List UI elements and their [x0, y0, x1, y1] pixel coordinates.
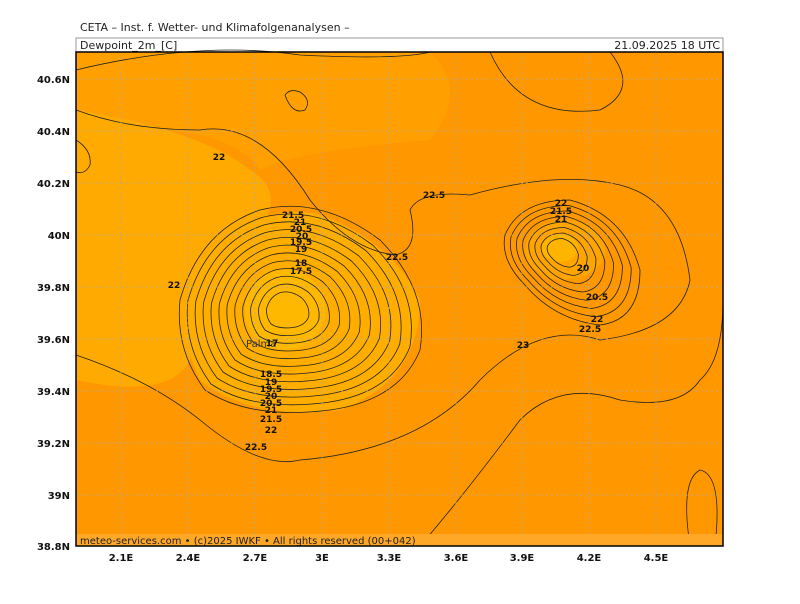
contour-line	[203, 230, 391, 390]
lat-label: 39.4N	[37, 387, 70, 398]
contour-label: 20.5	[586, 293, 608, 303]
contour-label: 17	[266, 339, 279, 349]
contour-line	[541, 233, 587, 276]
contour-label: 21	[294, 218, 307, 228]
contours	[75, 49, 724, 547]
grid	[76, 52, 723, 534]
contour-label: 22.5	[245, 443, 267, 453]
contour-labels: 2222.52221.52120.52019.5191817.522.52221…	[168, 153, 608, 453]
lat-label: 38.8N	[37, 542, 70, 553]
lat-label: 40.2N	[37, 179, 70, 190]
contour-line	[284, 90, 308, 112]
lat-label: 39.8N	[37, 283, 70, 294]
contour-line	[75, 109, 691, 463]
contour-label: 21.5	[260, 415, 282, 425]
contour-line	[510, 206, 631, 317]
contour-line	[75, 49, 431, 71]
contour-line	[547, 239, 578, 268]
contour-line	[235, 261, 350, 359]
valid-time: 21.09.2025 18 UTC	[614, 39, 720, 52]
lat-label: 40N	[48, 231, 70, 242]
contour-line	[219, 245, 370, 374]
contour-line	[529, 222, 605, 292]
contour-line	[227, 253, 360, 366]
contour-line	[251, 276, 330, 343]
contour-label: 20.5	[290, 225, 312, 235]
contour-label: 21	[265, 406, 278, 416]
lat-label: 39.6N	[37, 335, 70, 346]
lon-label: 2.7E	[243, 553, 268, 564]
contour-line	[535, 228, 596, 284]
lon-label: 2.4E	[176, 553, 201, 564]
contour-label: 17.5	[290, 267, 312, 277]
header-title: CETA – Inst. f. Wetter- und Klimafolgena…	[80, 21, 350, 34]
contour-label: 23	[517, 341, 530, 351]
contour-label: 22.5	[579, 325, 601, 335]
contour-label: 18.5	[260, 370, 282, 380]
contour-label: 22	[555, 199, 568, 209]
contour-label: 18	[295, 259, 308, 269]
contour-label: 19.5	[260, 385, 282, 395]
lon-label: 4.5E	[644, 553, 669, 564]
contour-line	[75, 139, 91, 174]
contour-line	[267, 292, 309, 328]
contour-label: 20.5	[260, 399, 282, 409]
lat-label: 40.6N	[37, 75, 70, 86]
contour-line	[516, 211, 622, 309]
contour-line	[195, 222, 401, 397]
lon-label: 4.2E	[577, 553, 602, 564]
lat-label: 39N	[48, 491, 70, 502]
contour-line	[243, 269, 340, 352]
field-zone	[76, 52, 450, 170]
map-area: meteo-services.com • (c)2025 IWKF • All …	[75, 49, 724, 547]
lon-label: 3.9E	[510, 553, 535, 564]
contour-label: 21.5	[282, 211, 304, 221]
contour-line	[211, 237, 381, 381]
field-zone	[245, 270, 325, 350]
contour-label: 22	[265, 426, 278, 436]
lat-label: 39.2N	[37, 439, 70, 450]
footer: meteo-services.com • (c)2025 IWKF • All …	[80, 536, 416, 547]
contour-label: 20	[296, 232, 309, 242]
contour-label: 20	[265, 392, 278, 402]
contour-line	[504, 200, 640, 325]
contour-label: 22.5	[386, 253, 408, 263]
contour-label: 19.5	[290, 238, 312, 248]
lon-label: 3.6E	[444, 553, 469, 564]
contour-label: 20	[577, 264, 590, 274]
contour-label: 22	[213, 153, 226, 163]
lon-label: 3E	[315, 553, 329, 564]
contour-line	[686, 469, 718, 547]
contour-label: 19	[265, 378, 278, 388]
contour-label: 21	[555, 215, 568, 225]
contour-label: 21.5	[550, 207, 572, 217]
contour-label: 22	[591, 315, 604, 325]
contour-line	[489, 51, 624, 112]
field-zone	[76, 110, 271, 387]
lon-label: 2.1E	[109, 553, 134, 564]
contour-line	[187, 214, 411, 405]
contour-label: 19	[295, 245, 308, 255]
place-label: Palma	[246, 339, 276, 350]
contour-label: 22	[168, 281, 181, 291]
lat-label: 40.4N	[37, 127, 70, 138]
contour-line	[419, 299, 724, 547]
footer-bar	[76, 534, 723, 546]
field-name: Dewpoint_2m_[C]	[80, 39, 177, 52]
contour-line	[259, 284, 320, 336]
contour-line	[179, 206, 421, 412]
contour-line	[523, 217, 614, 301]
contour-label: 22.5	[423, 191, 445, 201]
map-frame	[75, 51, 724, 547]
lon-label: 3.3E	[377, 553, 402, 564]
